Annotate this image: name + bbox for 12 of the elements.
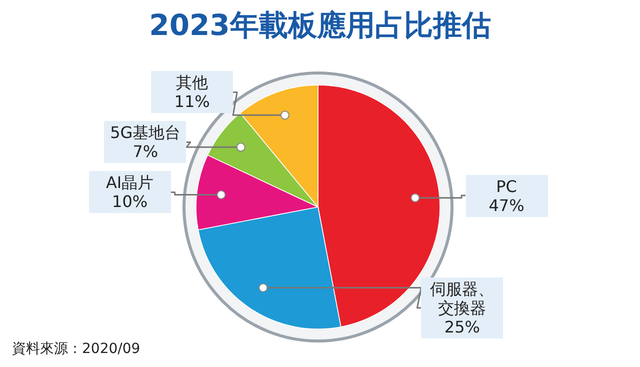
slice-label: PC [496,176,517,196]
data-label: 47% [488,196,526,215]
slice-label: AI晶片 [106,173,154,192]
data-label: 25% [443,317,481,336]
source-note: 資料來源：2020/09 [12,340,140,358]
slice-label: 伺服器、交換器 [430,279,494,318]
slice-label: 5G基地台 [110,123,181,142]
data-label: 7% [132,142,160,162]
slice-label: 其他 [176,73,208,92]
data-label: 11% [173,92,211,112]
data-label: 10% [111,192,149,212]
chart-title: 2023年載板應用占比推估 [148,7,492,44]
